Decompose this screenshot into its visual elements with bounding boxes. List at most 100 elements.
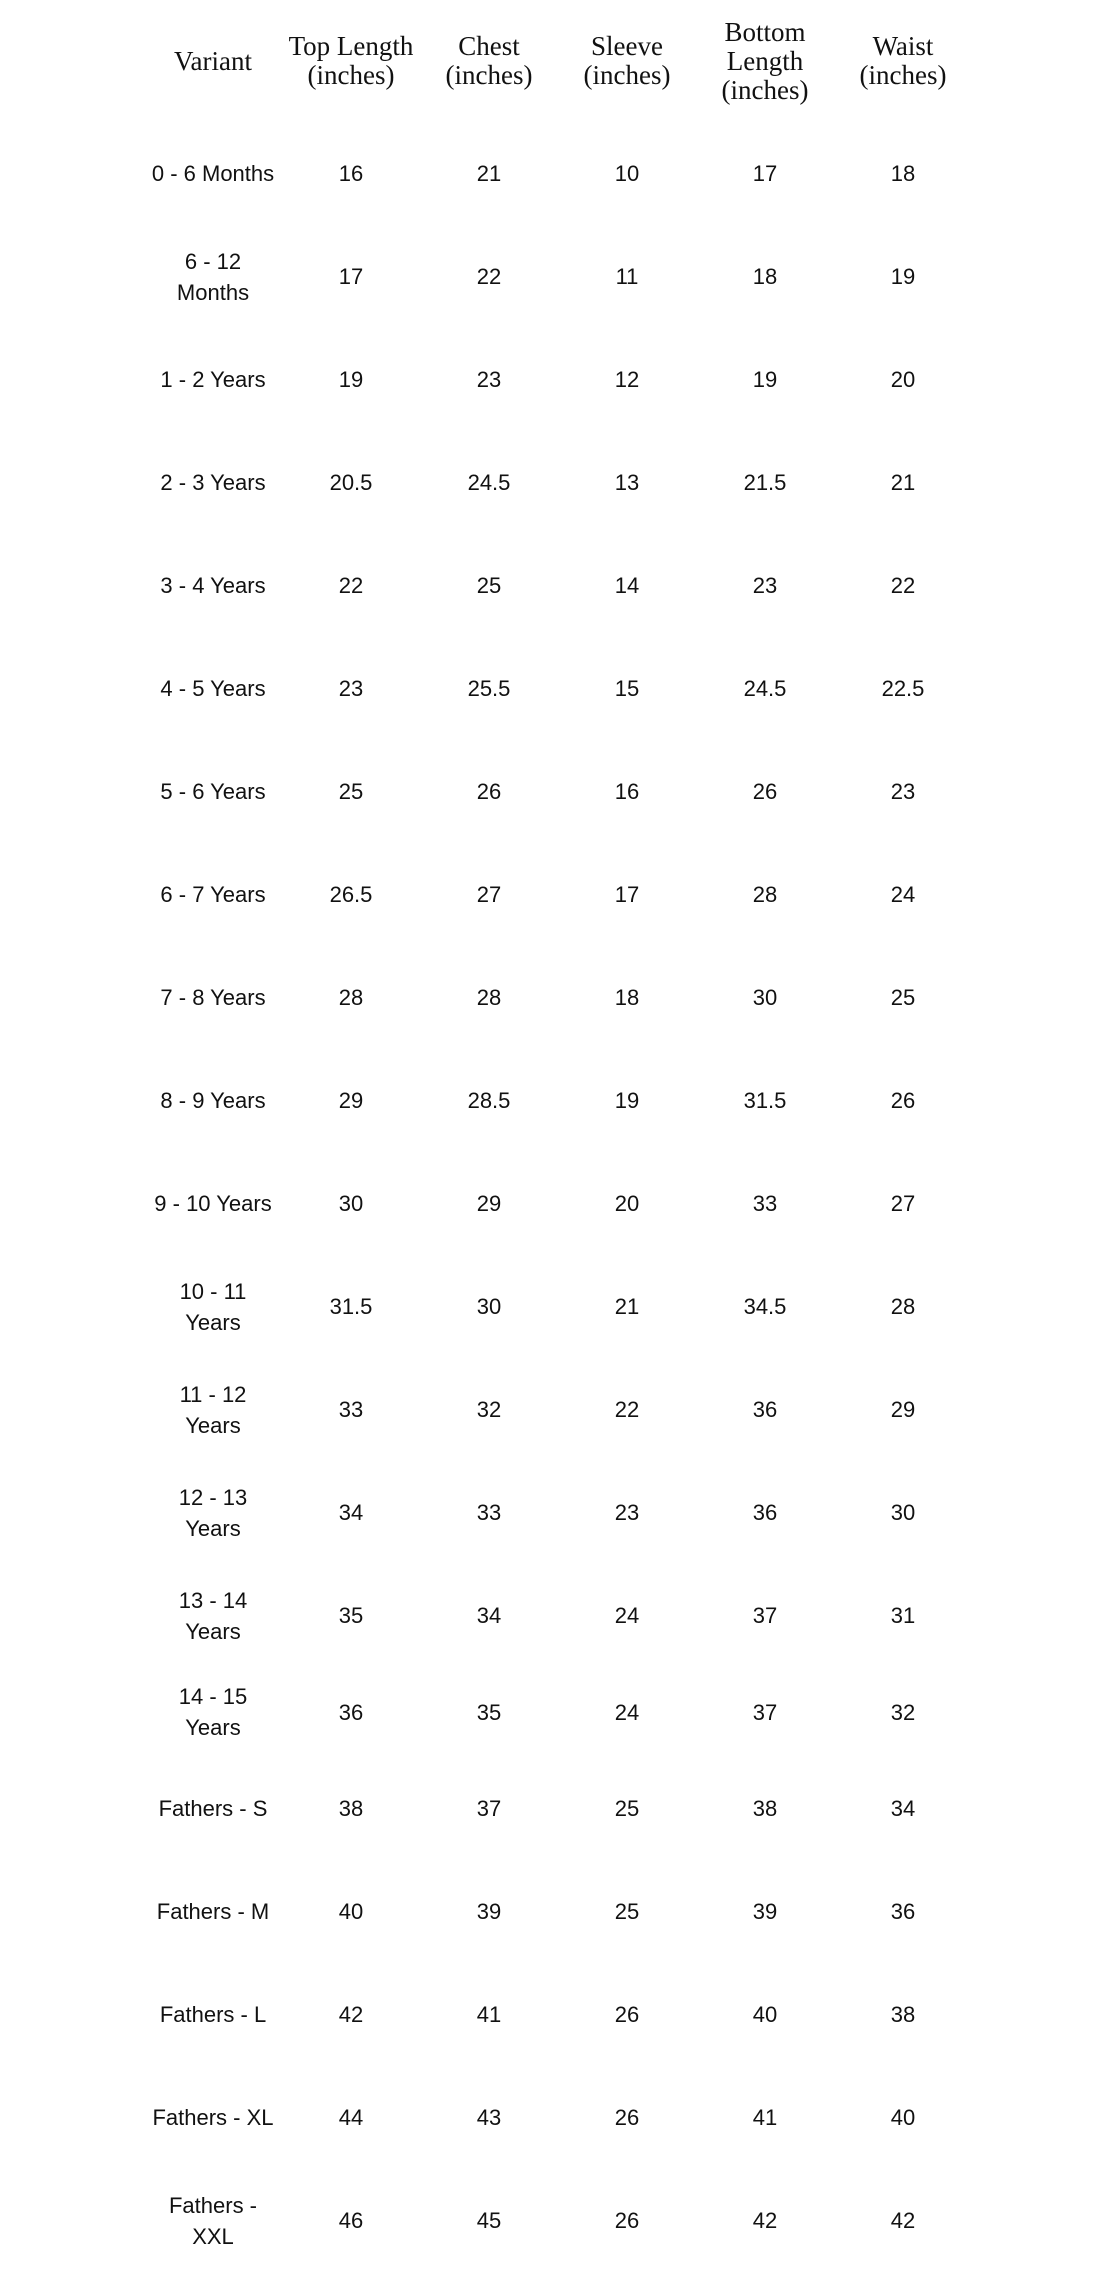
measurement-cell: 45 — [476, 2208, 502, 2233]
measurement-cell: 35 — [476, 1699, 502, 1725]
variant-cell: 7 - 8 Years — [160, 985, 266, 1010]
table-row: 9 - 10 Years 30 29 20 33 27 — [144, 1152, 972, 1255]
table-row: 4 - 5 Years 23 25.5 15 24.5 22.5 — [144, 637, 972, 740]
measurement-cell: 16 — [614, 779, 640, 804]
variant-cell: Fathers - XL — [152, 2105, 274, 2130]
variant-cell: 12 - 13 Years — [178, 1484, 248, 1541]
column-header: Waist (inches) — [859, 31, 947, 90]
measurement-cell: 13 — [614, 470, 640, 495]
measurement-cell: 44 — [338, 2105, 364, 2130]
measurement-cell: 26 — [752, 779, 778, 804]
variant-cell: Fathers - M — [156, 1899, 270, 1924]
table-row: 6 - 7 Years 26.5 27 17 28 24 — [144, 843, 972, 946]
measurement-cell: 34 — [476, 1603, 502, 1628]
measurement-cell: 34 — [890, 1796, 916, 1821]
variant-cell: 6 - 12 Months — [176, 248, 250, 305]
measurement-cell: 10 — [614, 161, 640, 186]
measurement-cell: 12 — [614, 367, 640, 392]
measurement-cell: 18 — [614, 985, 640, 1010]
variant-cell: 5 - 6 Years — [160, 779, 266, 804]
measurement-cell: 26 — [476, 779, 502, 804]
measurement-cell: 35 — [338, 1603, 364, 1628]
measurement-cell: 23 — [614, 1500, 640, 1525]
measurement-cell: 33 — [752, 1191, 778, 1216]
table-row: 12 - 13 Years 34 33 23 36 30 — [144, 1461, 972, 1564]
variant-cell: Fathers - L — [159, 2002, 267, 2027]
measurement-cell: 23 — [890, 779, 916, 804]
measurement-cell: 27 — [476, 882, 502, 907]
measurement-cell: 36 — [752, 1500, 778, 1525]
measurement-cell: 30 — [890, 1500, 916, 1525]
measurement-cell: 42 — [338, 2002, 364, 2027]
measurement-cell: 17 — [752, 161, 778, 186]
table-row: 13 - 14 Years 35 34 24 37 31 — [144, 1564, 972, 1667]
measurement-cell: 33 — [476, 1500, 502, 1525]
variant-cell: 3 - 4 Years — [160, 573, 266, 598]
measurement-cell: 46 — [338, 2208, 364, 2233]
measurement-cell: 36 — [338, 1699, 364, 1725]
variant-cell: 4 - 5 Years — [160, 676, 266, 701]
variant-cell: 1 - 2 Years — [160, 367, 266, 392]
measurement-cell: 20.5 — [329, 470, 373, 495]
measurement-cell: 30 — [338, 1191, 364, 1216]
column-header: Bottom Length (inches) — [721, 16, 809, 105]
table-row: 8 - 9 Years 29 28.5 19 31.5 26 — [144, 1049, 972, 1152]
measurement-cell: 17 — [338, 264, 364, 289]
table-row: 7 - 8 Years 28 28 18 30 25 — [144, 946, 972, 1049]
measurement-cell: 40 — [752, 2002, 778, 2027]
measurement-cell: 40 — [338, 1899, 364, 1924]
measurement-cell: 27 — [890, 1191, 916, 1216]
variant-cell: 14 - 15 Years — [178, 1684, 248, 1740]
measurement-cell: 25 — [476, 573, 502, 598]
measurement-cell: 21 — [890, 470, 916, 495]
measurement-cell: 26 — [614, 2105, 640, 2130]
header-row: Variant Top Length (inches) Chest (inches)… — [144, 0, 972, 122]
measurement-cell: 26 — [614, 2208, 640, 2233]
measurement-cell: 32 — [890, 1699, 916, 1725]
variant-cell: 6 - 7 Years — [160, 882, 266, 907]
measurement-cell: 24 — [614, 1699, 640, 1725]
table-row: Fathers - XL 44 43 26 41 40 — [144, 2066, 972, 2169]
measurement-cell: 39 — [476, 1899, 502, 1924]
measurement-cell: 34 — [338, 1500, 364, 1525]
table-row: Fathers - L 42 41 26 40 38 — [144, 1963, 972, 2066]
measurement-cell: 29 — [476, 1191, 502, 1216]
measurement-cell: 40 — [890, 2105, 916, 2130]
variant-cell: 8 - 9 Years — [160, 1088, 266, 1113]
measurement-cell: 42 — [890, 2208, 916, 2233]
measurement-cell: 28 — [890, 1294, 916, 1319]
table-row: Fathers - S 38 37 25 38 34 — [144, 1757, 972, 1860]
measurement-cell: 30 — [752, 985, 778, 1010]
measurement-cell: 23 — [752, 573, 778, 598]
variant-cell: 9 - 10 Years — [154, 1191, 272, 1216]
measurement-cell: 43 — [476, 2105, 502, 2130]
table-row: Fathers - XXL 46 45 26 42 42 — [144, 2169, 972, 2272]
variant-cell: Fathers - XXL — [168, 2192, 258, 2249]
variant-cell: 2 - 3 Years — [160, 470, 266, 495]
measurement-cell: 18 — [890, 161, 916, 186]
measurement-cell: 24 — [614, 1603, 640, 1628]
measurement-cell: 33 — [338, 1397, 364, 1422]
table-row: 6 - 12 Months 17 22 11 18 19 — [144, 225, 972, 328]
column-header: Sleeve (inches) — [583, 31, 671, 90]
measurement-cell: 31 — [890, 1603, 916, 1628]
measurement-cell: 14 — [614, 573, 640, 598]
measurement-cell: 21.5 — [743, 470, 787, 495]
measurement-cell: 25 — [614, 1899, 640, 1924]
column-header: Chest (inches) — [445, 31, 533, 90]
measurement-cell: 23 — [338, 676, 364, 701]
measurement-cell: 20 — [890, 367, 916, 392]
variant-cell: 10 - 11 Years — [179, 1278, 247, 1335]
measurement-cell: 26 — [890, 1088, 916, 1113]
measurement-cell: 22.5 — [881, 676, 925, 701]
measurement-cell: 32 — [476, 1397, 502, 1422]
measurement-cell: 11 — [615, 264, 639, 289]
measurement-cell: 24 — [890, 882, 916, 907]
measurement-cell: 25 — [614, 1796, 640, 1821]
table-header: Variant Top Length (inches) Chest (inches)… — [144, 0, 972, 122]
measurement-cell: 25 — [338, 779, 364, 804]
table-row: Fathers - M 40 39 25 39 36 — [144, 1860, 972, 1963]
variant-cell: Fathers - S — [158, 1796, 268, 1821]
size-chart-table: Variant Top Length (inches) Chest (inches)… — [144, 0, 972, 2272]
table-row: 3 - 4 Years 22 25 14 23 22 — [144, 534, 972, 637]
